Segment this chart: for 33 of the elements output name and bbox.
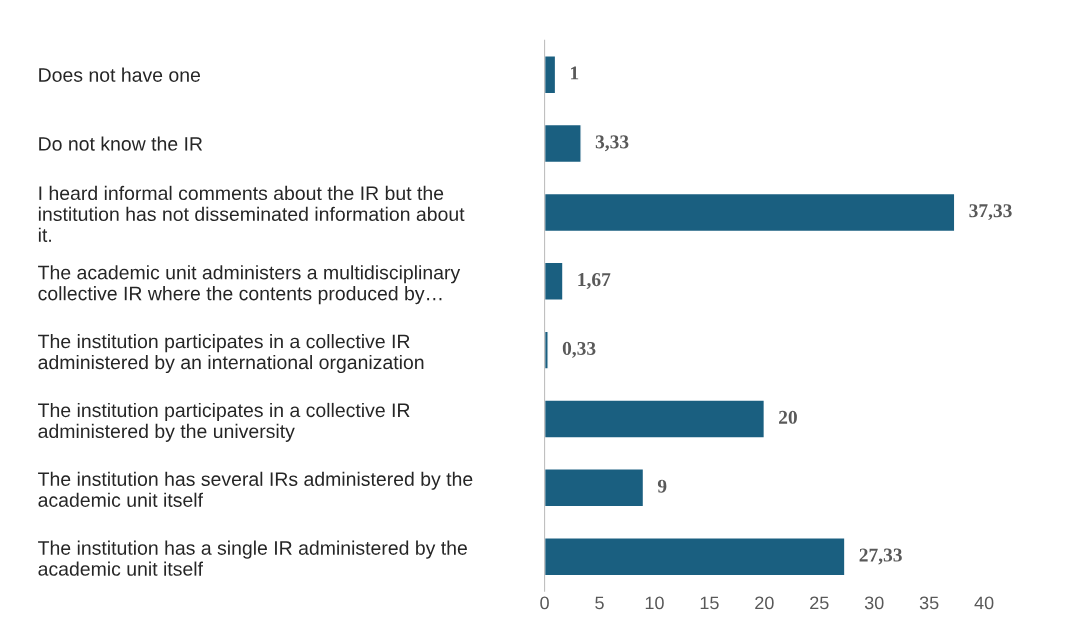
y-tick-label: The academic unit administers a multidisciplinary collective IR where the contents produced by…	[38, 265, 461, 305]
bar	[544, 123, 582, 164]
bar	[544, 399, 766, 439]
x-tick-label: 40	[974, 596, 994, 610]
data-label: 27,33	[859, 548, 902, 565]
data-label: 1	[571, 66, 579, 80]
x-tick-label: 15	[700, 596, 719, 610]
x-tick-label: 25	[810, 596, 829, 610]
data-label: 3,33	[595, 135, 629, 152]
x-tick-label: 20	[755, 596, 774, 610]
x-tick-label: 35	[919, 596, 939, 610]
y-tick-label: The institution has a single IR administered by the academic unit itself	[38, 540, 467, 576]
y-tick-label: The institution participates in a collective IR administered by the university	[38, 402, 410, 442]
x-tick-label: 0	[540, 596, 549, 610]
y-tick-label: Does not have one	[39, 67, 200, 82]
bar	[544, 330, 549, 370]
data-label: 0,33	[562, 341, 596, 358]
x-tick-label: 5	[595, 596, 604, 610]
bar	[544, 55, 557, 95]
data-label: 1,67	[578, 273, 611, 289]
bar	[544, 537, 846, 577]
y-tick-label: The institution participates in a collective IR administered by an international organization	[38, 334, 424, 374]
bar	[544, 261, 564, 301]
y-tick-label: The institution has several IRs administered by the academic unit itself	[38, 471, 473, 507]
y-tick-label: I heard informal comments about the IR but the institution has not disseminated information about it.	[38, 185, 465, 242]
bar	[544, 192, 956, 233]
bar	[544, 468, 645, 508]
data-label: 9	[657, 479, 667, 493]
data-label: 20	[779, 410, 797, 424]
data-label: 37,33	[969, 204, 1012, 221]
x-tick-label: 30	[864, 596, 884, 610]
x-tick-label: 10	[645, 596, 664, 610]
y-tick-label: Do not know the IR	[39, 136, 203, 151]
